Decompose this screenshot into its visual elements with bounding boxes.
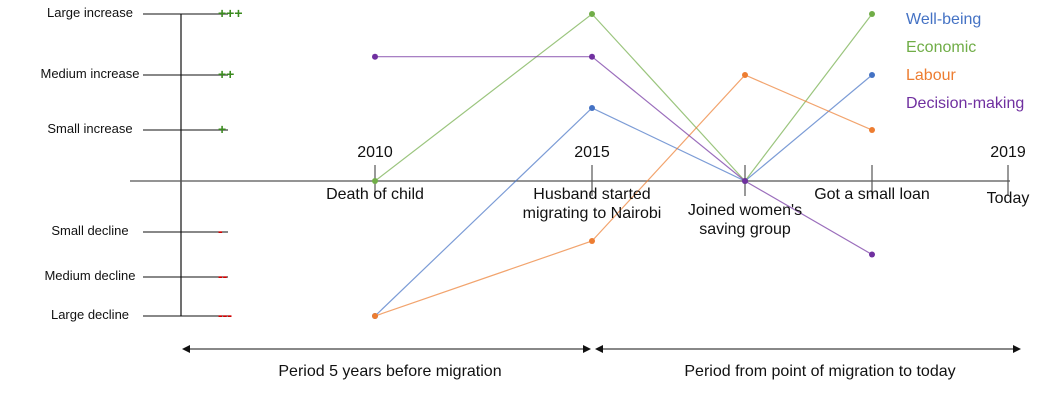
y-tick-label: Large increase xyxy=(47,5,133,20)
point xyxy=(869,72,875,78)
point xyxy=(589,11,595,17)
point xyxy=(589,53,595,60)
level-symbol: -- xyxy=(218,268,228,284)
y-tick-label: Small increase xyxy=(47,121,133,136)
year-label: 2010 xyxy=(357,144,393,161)
year-label: 2015 xyxy=(574,144,610,161)
legend-entry: Decision-making xyxy=(906,95,1025,112)
point xyxy=(372,313,378,319)
event-label: Joined women's saving group xyxy=(687,202,803,238)
level-symbol: ++ xyxy=(218,66,235,82)
series-line xyxy=(374,13,873,182)
level-symbol: + xyxy=(218,121,227,137)
point xyxy=(372,178,378,184)
point xyxy=(869,127,875,133)
point xyxy=(869,11,875,17)
point xyxy=(742,72,748,78)
event-label: Today xyxy=(986,190,1030,207)
series-line xyxy=(374,74,873,317)
event-label: Got a small loan xyxy=(814,186,930,203)
period-label: Period from point of migration to today xyxy=(684,363,956,380)
legend-entry: Well-being xyxy=(906,11,982,28)
y-tick-label: Small decline xyxy=(51,223,129,238)
y-tick-label: Medium increase xyxy=(40,66,140,81)
level-symbol: - xyxy=(218,223,223,239)
y-tick-label: Large decline xyxy=(50,307,130,322)
point xyxy=(742,178,748,184)
legend-entry: Economic xyxy=(906,39,977,56)
series-line xyxy=(375,56,873,256)
series-line xyxy=(374,74,873,317)
year-label: 2019 xyxy=(990,144,1026,161)
legend-entry: Labour xyxy=(906,67,956,84)
level-symbol: --- xyxy=(218,307,232,323)
point xyxy=(589,238,595,244)
point xyxy=(869,251,875,258)
point xyxy=(589,105,595,111)
point xyxy=(372,53,378,60)
period-label: Period 5 years before migration xyxy=(278,363,502,380)
event-label: Death of child xyxy=(326,186,424,203)
event-label: Husband started migrating to Nairobi xyxy=(522,186,662,222)
y-tick-label: Medium decline xyxy=(44,268,136,283)
level-symbol: +++ xyxy=(218,5,243,21)
